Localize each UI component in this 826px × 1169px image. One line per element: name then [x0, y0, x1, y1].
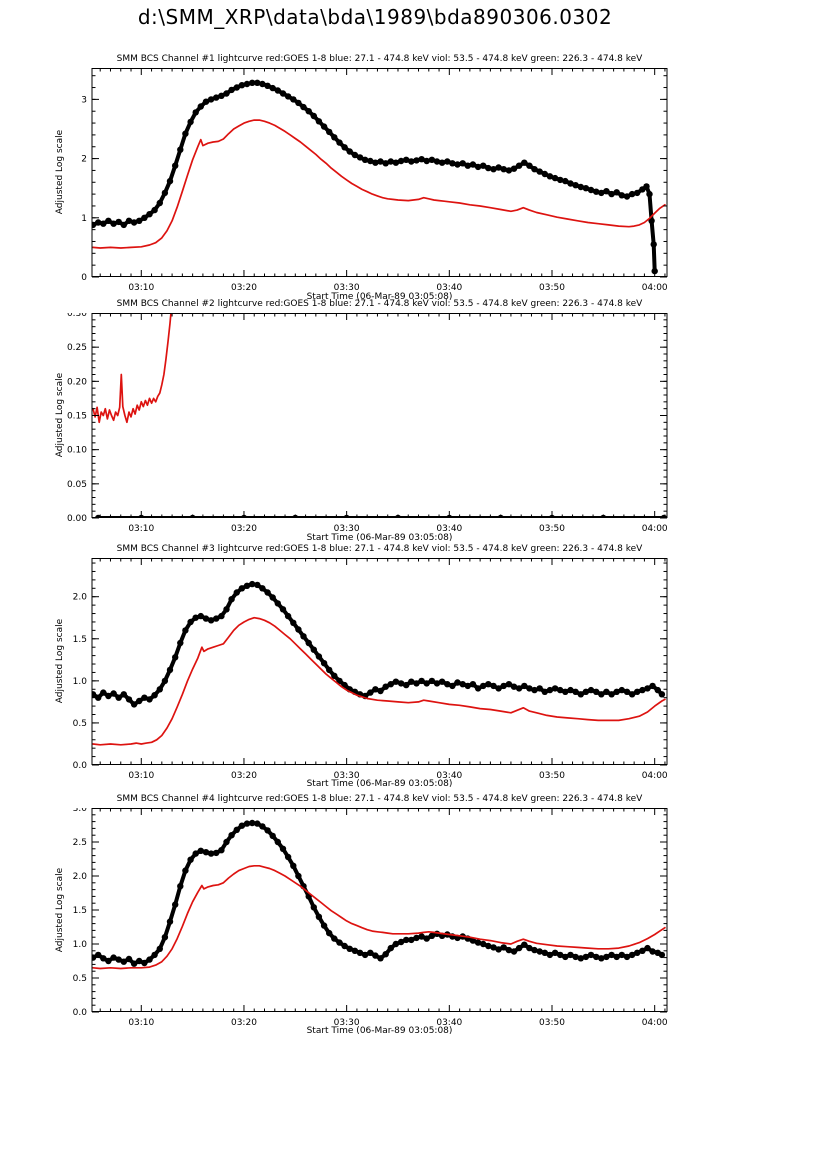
x-tick-label: 03:10: [128, 1018, 154, 1028]
plot-series-area: [92, 313, 667, 518]
panel-2-x-axis-label: Start Time (06-Mar-89 03:05:08): [306, 533, 453, 543]
channel-2-plot: 03:10 03:20 03:30 03:40 03:50 04:00 0.00 0.05 0.…: [67, 313, 668, 534]
x-tick-label: 03:40: [436, 1018, 462, 1028]
panel-4-title: SMM BCS Channel #4 lightcurve red:GOES 1…: [116, 794, 643, 804]
x-tick-label: 03:40: [436, 283, 462, 293]
y-tick-label: 2.0: [73, 593, 88, 603]
page-title: d:\SMM_XRP\data\bda\1989\bda890306.0302: [137, 5, 613, 29]
y-tick-label: 0.00: [67, 514, 87, 524]
panel-4-x-axis-label: Start Time (06-Mar-89 03:05:08): [306, 1026, 453, 1036]
x-tick-label: 04:00: [642, 524, 668, 534]
x-tick-label: 03:20: [231, 1018, 257, 1028]
y-tick-label: 0.5: [73, 719, 87, 729]
y-tick-label: 0.0: [73, 1008, 88, 1018]
y-tick-label: 1.0: [73, 677, 88, 687]
plot-series-area: [92, 79, 666, 275]
y-tick-label: 3.0: [73, 808, 88, 814]
x-tick-label: 04:00: [642, 771, 668, 781]
x-tick-label: 04:00: [642, 1018, 668, 1028]
bcs-channel-3-series: [92, 580, 666, 708]
panel-2-title: SMM BCS Channel #2 lightcurve red:GOES 1…: [116, 299, 643, 309]
panel-1-title: SMM BCS Channel #1 lightcurve red:GOES 1…: [116, 54, 643, 64]
x-tick-label: 04:00: [642, 283, 668, 293]
bcs-channel-4-series: [92, 819, 666, 967]
y-tick-label: 0.25: [67, 343, 87, 353]
plot-frame: [91, 808, 668, 1012]
y-tick-label: 0.05: [67, 480, 87, 490]
y-tick-label: 0.5: [73, 974, 87, 984]
x-tick-label: 03:20: [231, 524, 257, 534]
y-tick-label: 0.10: [67, 446, 87, 456]
x-tick-label: 03:20: [231, 283, 257, 293]
x-tick-label: 03:30: [334, 283, 360, 293]
x-tick-label: 03:40: [436, 524, 462, 534]
y-tick-label: 0: [81, 273, 87, 283]
x-tick-label: 03:50: [539, 771, 565, 781]
y-tick-label: 1.0: [73, 940, 88, 950]
y-tick-label: 1: [81, 214, 87, 224]
channel-4-plot: 03:10 03:20 03:30 03:40 03:50 04:00 0.0 0.5 1.0 1…: [73, 808, 668, 1028]
goes-1-8-series: [92, 313, 172, 424]
y-tick-label: 2: [81, 155, 87, 165]
y-tick-label: 2.5: [73, 838, 87, 848]
x-tick-label: 03:40: [436, 771, 462, 781]
goes-1-8-series: [92, 616, 666, 746]
y-tick-label: 1.5: [73, 906, 87, 916]
x-tick-label: 03:20: [231, 771, 257, 781]
x-tick-label: 03:30: [334, 1018, 360, 1028]
goes-1-8-series: [92, 864, 666, 970]
goes-1-8-series: [92, 119, 666, 249]
y-tick-label: 0.20: [67, 377, 87, 387]
y-tick-label: 0.30: [67, 313, 87, 319]
channel-1-plot: 03:10 03:20 03:30 03:40 03:50 04:00 0 1 2 3: [81, 68, 668, 293]
x-tick-label: 03:10: [128, 283, 154, 293]
plot-series-area: [92, 580, 666, 746]
panel-3-title: SMM BCS Channel #3 lightcurve red:GOES 1…: [116, 544, 643, 554]
channel-3-plot: 03:10 03:20 03:30 03:40 03:50 04:00 0.0 0.5 1.0 1…: [73, 558, 668, 781]
x-tick-label: 03:50: [539, 283, 565, 293]
plot-series-area: [92, 819, 666, 970]
panel-3-x-axis-label: Start Time (06-Mar-89 03:05:08): [306, 779, 453, 789]
x-tick-label: 03:30: [334, 524, 360, 534]
y-tick-label: 0.15: [67, 412, 87, 422]
x-tick-label: 03:30: [334, 771, 360, 781]
x-tick-label: 03:50: [539, 524, 565, 534]
x-tick-label: 03:10: [128, 524, 154, 534]
y-tick-label: 3: [81, 95, 87, 105]
y-tick-label: 2.0: [73, 872, 88, 882]
plot-frame: [91, 68, 668, 277]
x-tick-label: 03:50: [539, 1018, 565, 1028]
x-tick-label: 03:10: [128, 771, 154, 781]
plot-frame: [91, 558, 668, 765]
y-tick-label: 1.5: [73, 635, 87, 645]
panel-1-x-axis-label: Start Time (06-Mar-89 03:05:08): [306, 292, 453, 302]
bcs-channel-1-series: [92, 79, 658, 275]
plot-frame: [91, 313, 668, 518]
y-tick-label: 0.0: [73, 761, 88, 771]
